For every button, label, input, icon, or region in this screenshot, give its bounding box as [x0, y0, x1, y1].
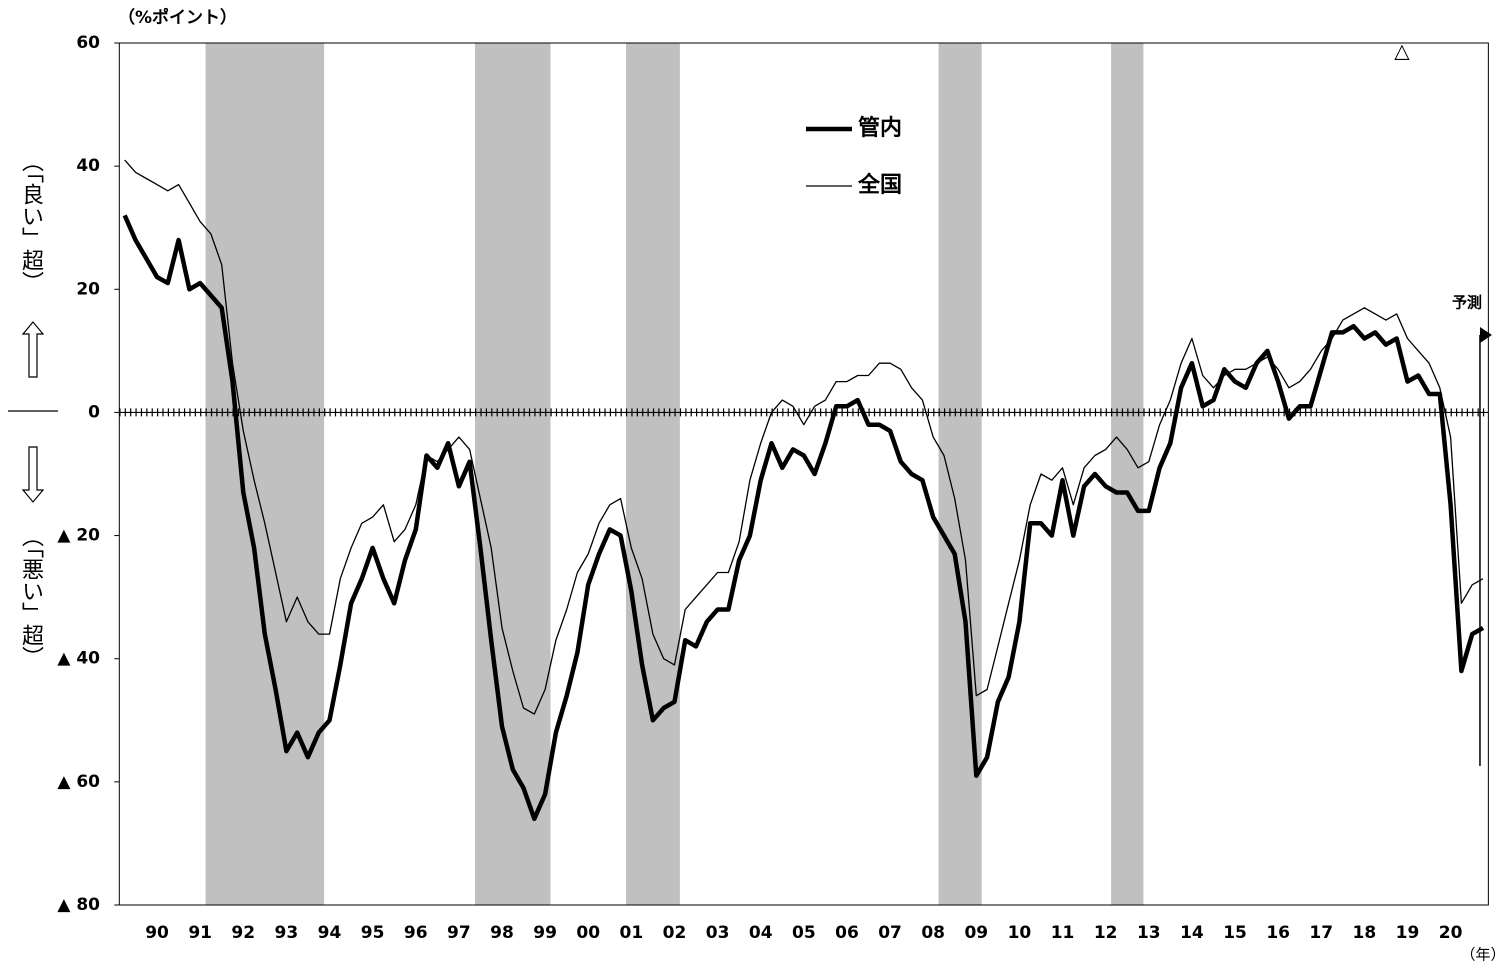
- x-tick-label: 12: [1094, 923, 1118, 943]
- recession-band: [205, 43, 325, 905]
- x-tick-label: 05: [792, 923, 816, 943]
- recession-band: [475, 43, 551, 905]
- x-tick-label: 20: [1439, 923, 1463, 943]
- series-line: [122, 214, 1485, 822]
- plot-frame: [118, 42, 1489, 906]
- legend-label: 全国: [857, 172, 902, 198]
- forecast-label: 予測: [1452, 294, 1482, 312]
- y-unit: （%ポイント）: [118, 7, 237, 28]
- x-tick-label: 14: [1180, 923, 1204, 943]
- lower-label: （「悪い」超）: [18, 525, 44, 668]
- x-tick-label: 02: [663, 923, 687, 943]
- x-tick-label: 07: [878, 923, 902, 943]
- y-tick-label: 20: [76, 279, 100, 299]
- recession-band: [1111, 43, 1144, 905]
- upper-label: （「良い」超）: [18, 150, 44, 293]
- x-tick-label: 90: [145, 923, 169, 943]
- x-tick-label: 18: [1353, 923, 1377, 943]
- x-tick-label: 93: [275, 923, 299, 943]
- x-tick-label: 97: [447, 923, 471, 943]
- y-tick-label: ▲ 20: [57, 526, 100, 546]
- y-tick-label: ▲ 60: [57, 772, 100, 792]
- x-tick-label: 00: [576, 923, 600, 943]
- up-arrow: [21, 321, 45, 378]
- series-line: [124, 159, 1484, 715]
- x-unit: （年）: [1460, 946, 1505, 964]
- x-tick-label: 92: [231, 923, 255, 943]
- x-tick-label: 19: [1396, 923, 1420, 943]
- y-tick-label: 40: [76, 156, 100, 176]
- x-tick-label: 06: [835, 923, 859, 943]
- recession-band: [625, 43, 680, 905]
- x-tick-label: 09: [964, 923, 988, 943]
- x-tick-label: 01: [620, 923, 644, 943]
- down-arrow: [21, 446, 45, 503]
- marker-label: △: [1394, 39, 1410, 63]
- y-tick-label: 0: [88, 402, 100, 422]
- x-tick-label: 91: [188, 923, 212, 943]
- x-tick-label: 10: [1008, 923, 1032, 943]
- legend-label: 管内: [858, 115, 902, 141]
- x-tick-label: 94: [318, 923, 342, 943]
- x-tick-label: 98: [490, 923, 514, 943]
- x-tick-label: 11: [1051, 923, 1075, 943]
- y-tick-label: ▲ 80: [57, 895, 100, 915]
- y-tick-label: 60: [76, 33, 100, 53]
- x-tick-label: 99: [533, 923, 557, 943]
- forecast-arrow: [1479, 327, 1492, 343]
- y-tick-label: ▲ 40: [57, 649, 100, 669]
- x-tick-label: 17: [1309, 923, 1333, 943]
- x-tick-label: 03: [706, 923, 730, 943]
- x-tick-label: 15: [1223, 923, 1247, 943]
- x-tick-label: 16: [1266, 923, 1290, 943]
- x-tick-label: 13: [1137, 923, 1161, 943]
- x-tick-label: 95: [361, 923, 385, 943]
- x-tick-label: 04: [749, 923, 773, 943]
- x-tick-label: 08: [921, 923, 945, 943]
- x-tick-label: 96: [404, 923, 428, 943]
